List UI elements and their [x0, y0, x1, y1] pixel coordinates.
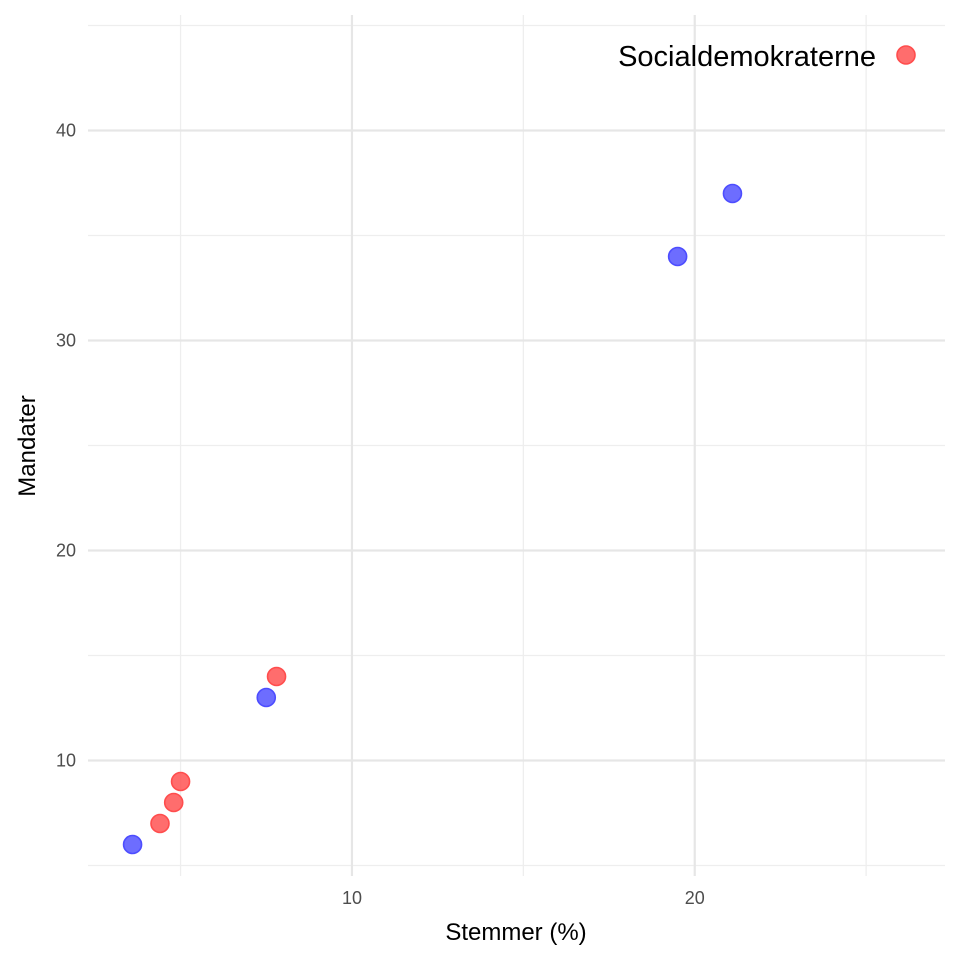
data-point-series-1	[722, 183, 743, 204]
y-tick-label: 40	[56, 121, 76, 141]
data-point-series-1	[256, 687, 277, 708]
data-points	[122, 183, 743, 855]
x-axis-ticks: 10 20	[342, 888, 705, 908]
x-axis-title: Stemmer (%)	[445, 919, 586, 946]
major-gridlines	[88, 15, 945, 876]
y-tick-label: 30	[56, 331, 76, 351]
data-point-series-1	[122, 834, 143, 855]
data-point-series-2	[163, 792, 184, 813]
data-point-series-2	[150, 813, 170, 834]
y-axis-title: Mandater	[14, 395, 41, 496]
data-point-series-2	[266, 666, 287, 687]
y-tick-label: 10	[56, 751, 76, 771]
legend-key-socialdemokraterne	[896, 45, 916, 65]
data-point-series-1	[667, 246, 688, 267]
y-axis-ticks: 10 20 30 40	[56, 121, 76, 771]
minor-gridlines	[88, 15, 945, 876]
x-tick-label: 10	[342, 888, 362, 908]
data-point-series-2	[170, 771, 191, 792]
y-tick-label: 20	[56, 541, 76, 561]
legend-label-socialdemokraterne: Socialdemokraterne	[618, 41, 876, 73]
x-tick-label: 20	[685, 888, 705, 908]
legend: Socialdemokraterne	[618, 41, 916, 73]
